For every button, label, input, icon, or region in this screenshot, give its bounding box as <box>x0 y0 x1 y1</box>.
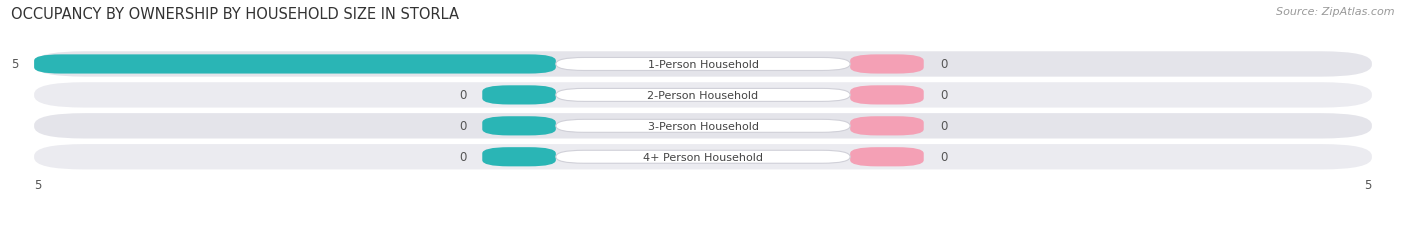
FancyBboxPatch shape <box>34 52 1372 77</box>
Text: 1-Person Household: 1-Person Household <box>648 60 758 70</box>
Text: 0: 0 <box>458 89 467 102</box>
Text: 0: 0 <box>458 151 467 164</box>
Text: 4+ Person Household: 4+ Person Household <box>643 152 763 162</box>
FancyBboxPatch shape <box>34 144 1372 170</box>
FancyBboxPatch shape <box>482 86 555 105</box>
FancyBboxPatch shape <box>34 55 555 74</box>
Text: 5: 5 <box>11 58 18 71</box>
Text: 0: 0 <box>939 120 948 133</box>
Text: 2-Person Household: 2-Person Household <box>647 91 759 100</box>
FancyBboxPatch shape <box>555 120 851 133</box>
FancyBboxPatch shape <box>851 117 924 136</box>
Text: 5: 5 <box>34 179 42 191</box>
FancyBboxPatch shape <box>851 148 924 167</box>
FancyBboxPatch shape <box>851 55 924 74</box>
Text: 0: 0 <box>939 89 948 102</box>
FancyBboxPatch shape <box>34 114 1372 139</box>
FancyBboxPatch shape <box>482 148 555 167</box>
Text: 3-Person Household: 3-Person Household <box>648 121 758 131</box>
FancyBboxPatch shape <box>555 151 851 164</box>
Text: Source: ZipAtlas.com: Source: ZipAtlas.com <box>1277 7 1395 17</box>
Text: 0: 0 <box>939 151 948 164</box>
FancyBboxPatch shape <box>555 89 851 102</box>
FancyBboxPatch shape <box>34 83 1372 108</box>
Text: 0: 0 <box>458 120 467 133</box>
FancyBboxPatch shape <box>555 58 851 71</box>
Text: 5: 5 <box>1364 179 1372 191</box>
FancyBboxPatch shape <box>851 86 924 105</box>
Text: OCCUPANCY BY OWNERSHIP BY HOUSEHOLD SIZE IN STORLA: OCCUPANCY BY OWNERSHIP BY HOUSEHOLD SIZE… <box>11 7 460 22</box>
Text: 0: 0 <box>939 58 948 71</box>
FancyBboxPatch shape <box>482 117 555 136</box>
